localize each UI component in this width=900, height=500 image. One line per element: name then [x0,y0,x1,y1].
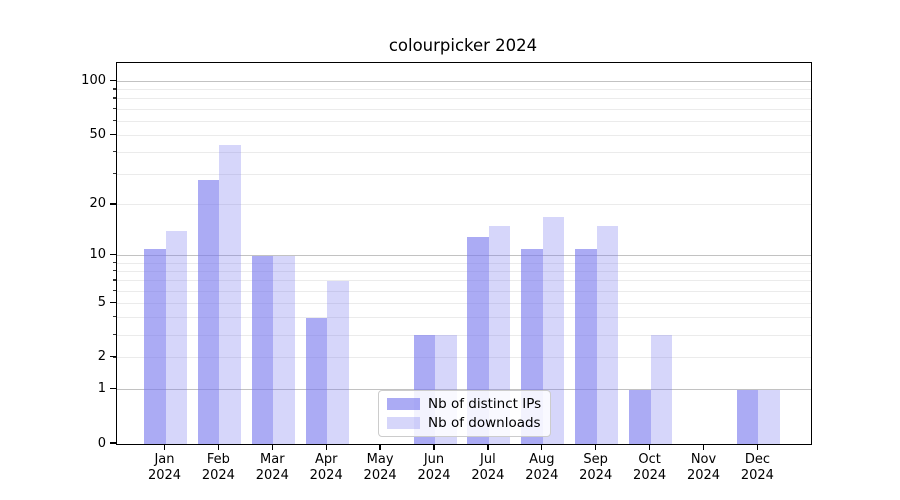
minor-gridline [117,108,811,110]
bar-downloads [758,389,780,444]
minor-gridline [117,334,811,336]
y-minor-tick-mark [112,356,116,358]
bar-distinct-ips [197,179,220,444]
minor-gridline [117,98,811,100]
legend-row-distinct-ips: Nb of distinct IPs [387,396,541,412]
minor-gridline [117,89,811,91]
x-tick-mark [595,444,597,451]
y-tick-mark [110,254,116,256]
legend-swatch-downloads [387,417,420,429]
x-tick-label: May 2024 [363,452,397,483]
minor-gridline [117,262,811,264]
x-tick-mark [271,444,273,451]
bar-distinct-ips [575,248,597,444]
minor-gridline [117,120,811,122]
minor-gridline [117,151,811,153]
y-minor-tick-mark [112,107,116,110]
minor-gridline [117,357,811,359]
x-tick-mark [433,444,435,451]
minor-gridline [117,280,811,282]
bar-distinct-ips [629,389,651,444]
y-minor-tick-mark [112,289,116,291]
bar-downloads [650,335,673,444]
y-minor-tick-mark [112,133,116,136]
bar-distinct-ips [251,255,274,444]
y-minor-tick-mark [112,316,116,318]
x-tick-mark [756,444,759,451]
x-tick-label: Jun 2024 [417,452,451,483]
y-tick-label: 20 [89,196,106,212]
minor-gridline [117,134,811,136]
x-tick-label: Dec 2024 [740,452,774,483]
y-minor-tick-mark [112,333,116,335]
y-minor-tick-mark [112,261,116,263]
y-tick-label: 1 [97,381,106,397]
y-minor-tick-mark [112,172,116,175]
x-tick-label: Apr 2024 [309,452,343,483]
minor-gridline [117,317,811,319]
chart-title: colourpicker 2024 [388,36,538,55]
plot-area [116,62,812,445]
minor-gridline [117,302,811,304]
x-tick-label: Aug 2024 [525,452,559,483]
x-tick-label: Nov 2024 [686,452,721,483]
legend-row-downloads: Nb of downloads [387,415,541,431]
bar-downloads [219,145,241,444]
bar-downloads [596,226,619,444]
x-tick-mark [702,444,705,451]
x-tick-mark [379,444,381,451]
x-tick-mark [325,444,327,451]
x-tick-label: Feb 2024 [201,452,235,483]
x-tick-mark [217,444,220,451]
y-tick-label: 2 [97,349,106,365]
x-tick-mark [541,444,543,451]
y-tick-label: 10 [89,247,106,263]
x-tick-label: Mar 2024 [255,452,289,483]
x-tick-mark [648,444,651,451]
y-minor-tick-mark [112,279,116,281]
major-gridline [117,389,811,391]
y-minor-tick-mark [112,301,116,304]
minor-gridline [117,204,811,206]
y-tick-mark [110,387,116,390]
y-tick-mark [110,442,116,444]
x-tick-mark [487,444,489,451]
legend-swatch-distinct-ips [387,398,420,410]
y-tick-label: 50 [89,126,106,142]
legend-label-distinct-ips: Nb of distinct IPs [428,396,542,412]
x-tick-mark [163,444,166,451]
bar-distinct-ips [736,389,759,444]
minor-gridline [117,173,811,175]
bar-downloads [273,255,295,444]
minor-gridline [117,270,811,272]
major-gridline [117,255,811,257]
bar-downloads [542,217,565,444]
x-tick-label: Jan 2024 [147,452,182,483]
y-minor-tick-mark [112,150,116,153]
bar-downloads [165,231,187,444]
y-tick-mark [110,80,116,82]
legend: Nb of distinct IPs Nb of downloads [378,390,552,437]
x-tick-label: Sep 2024 [579,452,613,483]
legend-label-downloads: Nb of downloads [428,415,541,431]
bar-distinct-ips [305,317,328,444]
bar-distinct-ips [144,248,166,444]
y-minor-tick-mark [112,88,116,90]
x-tick-label: Jul 2024 [471,452,505,483]
major-gridline [117,81,811,83]
x-tick-label: Oct 2024 [633,452,667,483]
y-tick-label: 100 [81,73,106,89]
y-minor-tick-mark [112,97,116,99]
bar-downloads [488,226,511,444]
y-minor-tick-mark [112,269,116,272]
y-minor-tick-mark [112,203,116,205]
y-minor-tick-mark [112,119,116,121]
minor-gridline [117,290,811,292]
y-tick-label: 0 [97,435,106,451]
y-tick-label: 5 [97,294,106,310]
bar-downloads [327,280,349,444]
